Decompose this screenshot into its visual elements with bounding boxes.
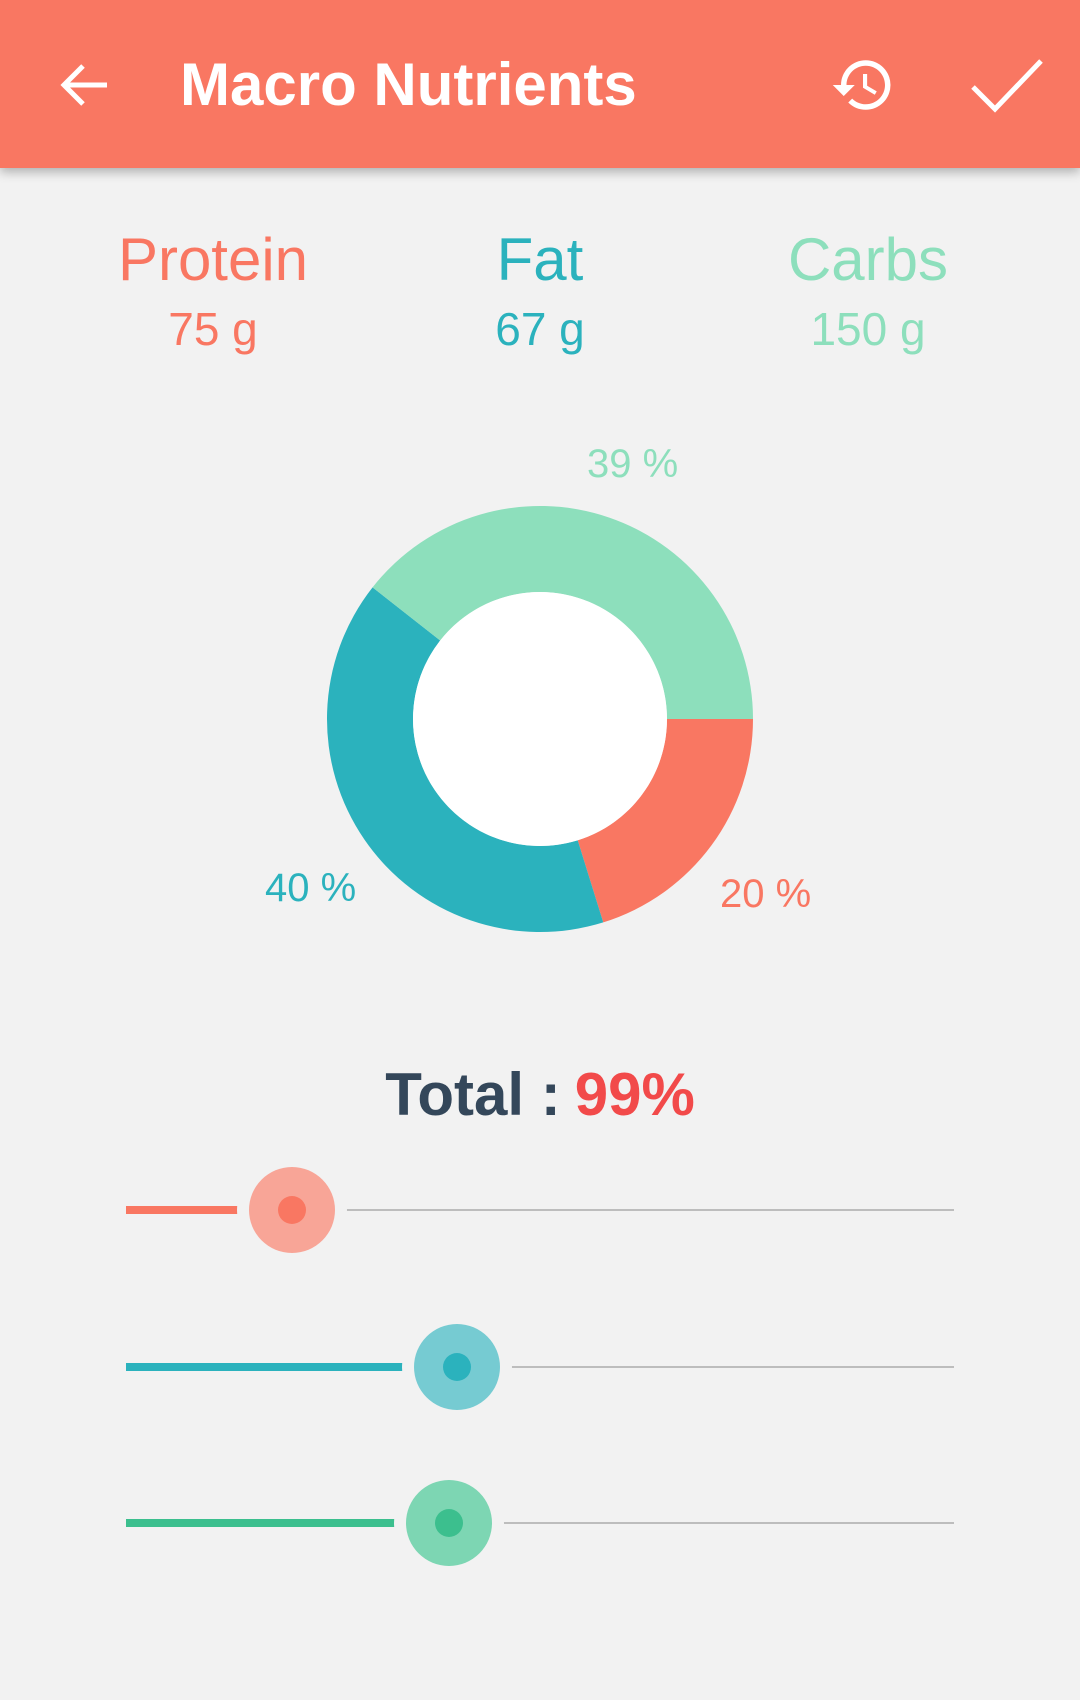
protein-percent-label: 20 % <box>720 872 812 916</box>
total-percentage: Total :99% <box>0 1060 1080 1130</box>
carbs-amount: 150 g <box>810 303 926 355</box>
protein-summary: Protein 75 g <box>63 225 363 359</box>
app-bar: Macro Nutrients <box>0 0 1080 168</box>
history-button[interactable] <box>818 40 908 130</box>
slider-thumb-dot <box>434 1509 463 1537</box>
slider-thumb-dot <box>277 1196 306 1224</box>
carbs-slider[interactable] <box>126 1478 954 1568</box>
slider-track <box>126 1209 954 1211</box>
donut-center <box>413 592 667 846</box>
confirm-button[interactable] <box>962 40 1052 130</box>
slider-track <box>126 1366 954 1368</box>
slider-thumb-dot <box>443 1353 472 1381</box>
check-icon <box>971 59 1043 113</box>
fat-label: Fat <box>496 226 584 293</box>
total-value: 99% <box>574 1061 695 1128</box>
protein-amount: 75 g <box>168 303 258 355</box>
fat-slider[interactable] <box>126 1322 954 1412</box>
slider-fill <box>126 1519 400 1527</box>
slider-thumb[interactable] <box>414 1324 501 1410</box>
donut-slice-carbs <box>372 505 753 719</box>
carbs-label: Carbs <box>787 226 949 293</box>
carbs-summary: Carbs 150 g <box>718 225 1018 359</box>
fat-summary: Fat 67 g <box>390 225 690 359</box>
fat-percent-label: 40 % <box>265 866 357 910</box>
slider-thumb[interactable] <box>405 1480 492 1566</box>
slider-fill <box>126 1363 409 1371</box>
total-label: Total : <box>385 1061 561 1128</box>
fat-amount: 67 g <box>495 303 585 355</box>
carbs-percent-label: 39 % <box>587 442 679 486</box>
slider-thumb[interactable] <box>248 1167 335 1253</box>
history-icon <box>832 60 891 110</box>
donut-slice-fat <box>326 587 604 932</box>
slider-track <box>126 1522 954 1524</box>
slider-fill <box>126 1206 243 1214</box>
protein-slider[interactable] <box>126 1165 954 1255</box>
arrow-back-icon <box>60 64 107 106</box>
protein-label: Protein <box>117 226 309 293</box>
page-title: Macro Nutrients <box>180 51 637 118</box>
back-button[interactable] <box>40 40 130 130</box>
